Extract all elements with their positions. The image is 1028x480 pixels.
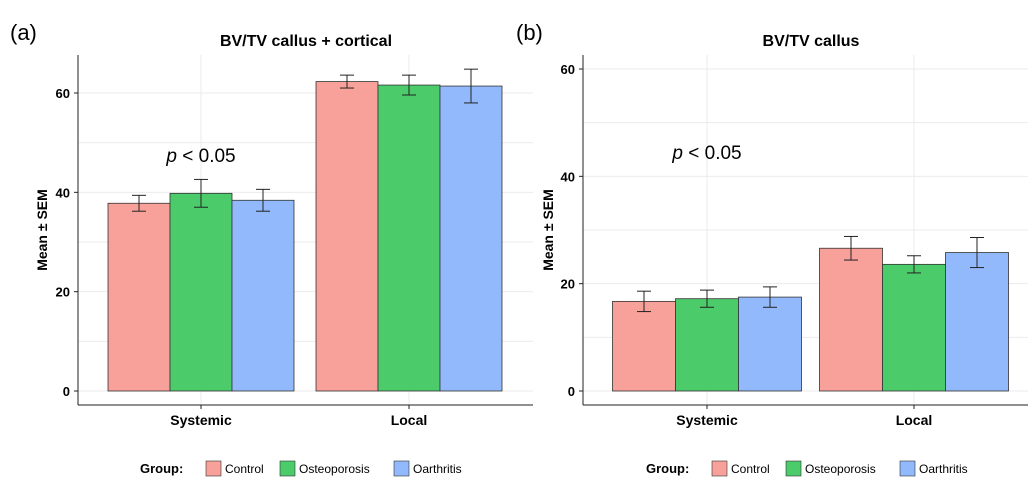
y-tick-label: 0 — [568, 384, 575, 399]
y-tick-label: 20 — [56, 285, 70, 300]
error-bar-oarthritis-systemic — [763, 286, 777, 308]
bar-control-local — [819, 247, 883, 392]
bar-control-systemic — [612, 300, 676, 392]
error-bar-control-systemic — [132, 194, 146, 212]
bar-osteoporosis-local — [882, 263, 946, 392]
legend-label-oarthritis: Oarthritis — [919, 462, 968, 476]
bar-oarthritis-systemic — [231, 199, 295, 392]
error-bar-control-local — [844, 235, 858, 261]
legend-label-control: Control — [731, 462, 770, 476]
legend: Group: Control Osteoporosis Oarthritis — [646, 460, 968, 477]
legend-title: Group: — [140, 461, 183, 476]
annotation-p: p — [671, 143, 683, 164]
error-bar-osteoporosis-systemic — [700, 289, 714, 308]
legend-swatch-oarthritis — [393, 460, 410, 477]
error-bar-osteoporosis-local — [907, 255, 921, 274]
x-tick-label: Systemic — [170, 412, 232, 428]
y-tick-label: 20 — [561, 277, 575, 292]
y-tick-label: 0 — [63, 384, 70, 399]
annotation-p: p — [165, 146, 177, 167]
panel-label: (a) — [10, 20, 37, 45]
legend-swatch-osteoporosis — [279, 460, 296, 477]
bar-osteoporosis-systemic — [169, 192, 233, 392]
legend-label-osteoporosis: Osteoporosis — [299, 462, 370, 476]
legend-swatch-oarthritis — [899, 460, 916, 477]
x-tick-label: Local — [391, 412, 428, 428]
annotation-text: < 0.05 — [683, 143, 742, 164]
error-bar-osteoporosis-systemic — [194, 178, 208, 208]
significance-annotation: p < 0.05 — [671, 143, 741, 164]
significance-annotation: p < 0.05 — [165, 146, 235, 167]
bar-oarthritis-local — [945, 252, 1009, 392]
legend: Group: Control Osteoporosis Oarthritis — [140, 460, 462, 477]
chart-title: BV/TV callus — [763, 33, 860, 50]
chart-panel-b: (b) BV/TV callus 0 20 40 60 Mean ± SEM Systemic… — [516, 20, 1028, 477]
y-tick-label: 60 — [56, 86, 70, 101]
legend-swatch-osteoporosis — [785, 460, 802, 477]
error-bar-oarthritis-local — [464, 68, 478, 104]
legend-swatch-control — [205, 460, 222, 477]
bar-oarthritis-local — [439, 85, 503, 392]
y-tick-label: 40 — [561, 169, 575, 184]
y-tick-label: 60 — [561, 62, 575, 77]
bar-control-local — [315, 81, 379, 392]
y-tick-label: 40 — [56, 185, 70, 200]
chart-panel-a: (a) BV/TV callus + cortical 0 20 40 60 Mean ± … — [10, 20, 533, 477]
legend-label-osteoporosis: Osteoporosis — [805, 462, 876, 476]
chart-title: BV/TV callus + cortical — [220, 33, 392, 50]
bar-oarthritis-systemic — [738, 296, 802, 392]
error-bar-control-local — [340, 74, 354, 89]
legend-label-control: Control — [225, 462, 264, 476]
bar-osteoporosis-systemic — [675, 298, 739, 392]
error-bar-oarthritis-local — [970, 237, 984, 269]
annotation-text: < 0.05 — [177, 146, 236, 167]
y-axis-label: Mean ± SEM — [34, 189, 50, 271]
bar-control-systemic — [107, 202, 171, 392]
legend-title: Group: — [646, 461, 689, 476]
x-tick-label: Local — [896, 412, 933, 428]
legend-swatch-control — [711, 460, 728, 477]
legend-label-oarthritis: Oarthritis — [413, 462, 462, 476]
error-bar-osteoporosis-local — [402, 74, 416, 96]
panel-label: (b) — [516, 20, 543, 45]
bar-osteoporosis-local — [377, 84, 441, 392]
y-axis-label: Mean ± SEM — [540, 189, 556, 271]
error-bar-control-systemic — [637, 290, 651, 313]
error-bar-oarthritis-systemic — [256, 188, 270, 212]
x-tick-label: Systemic — [676, 412, 738, 428]
